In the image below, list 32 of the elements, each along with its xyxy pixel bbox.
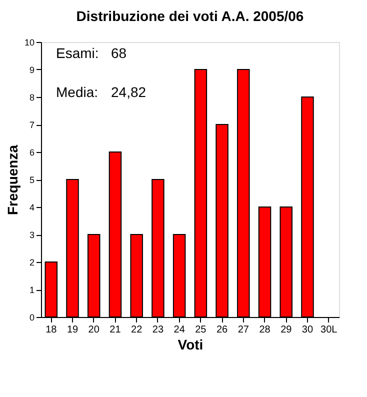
y-tick-label: 8 — [29, 92, 34, 102]
y-tick-label: 9 — [29, 65, 34, 75]
y-tick-label: 4 — [29, 202, 34, 212]
y-tick-label: 6 — [29, 148, 34, 158]
x-tick-label: 24 — [174, 324, 186, 336]
x-tick-label: 25 — [195, 324, 207, 336]
x-tick-label: 29 — [280, 324, 292, 336]
x-tick-label: 27 — [238, 324, 250, 336]
chart-title: Distribuzione dei voti A.A. 2005/06 — [76, 8, 304, 24]
y-axis-title: Frequenza — [4, 144, 20, 216]
x-tick-label: 22 — [131, 324, 143, 336]
x-tick-label: 18 — [46, 324, 58, 336]
x-tick-label: 26 — [216, 324, 228, 336]
y-tick-label: 10 — [24, 38, 34, 48]
x-tick-label: 21 — [110, 324, 122, 336]
y-tick-label: 5 — [29, 175, 34, 185]
annotation: Esami: — [56, 45, 99, 61]
y-tick-label: 3 — [29, 230, 34, 240]
annotation: 68 — [111, 45, 127, 61]
y-tick-label: 1 — [29, 285, 34, 295]
x-tick-label: 20 — [88, 324, 100, 336]
y-tick-label: 0 — [29, 312, 34, 322]
x-tick-label: 30 — [302, 324, 314, 336]
y-tick-label: 2 — [29, 258, 34, 268]
x-tick-label: 30L — [320, 324, 338, 336]
annotation: Media: — [56, 84, 98, 100]
x-axis-title: Voti — [178, 336, 204, 352]
x-tick-label: 23 — [152, 324, 164, 336]
x-tick-label: 19 — [66, 324, 79, 336]
y-tick-label: 7 — [29, 120, 34, 130]
x-tick-label: 28 — [259, 324, 271, 336]
annotation: 24,82 — [111, 84, 146, 100]
